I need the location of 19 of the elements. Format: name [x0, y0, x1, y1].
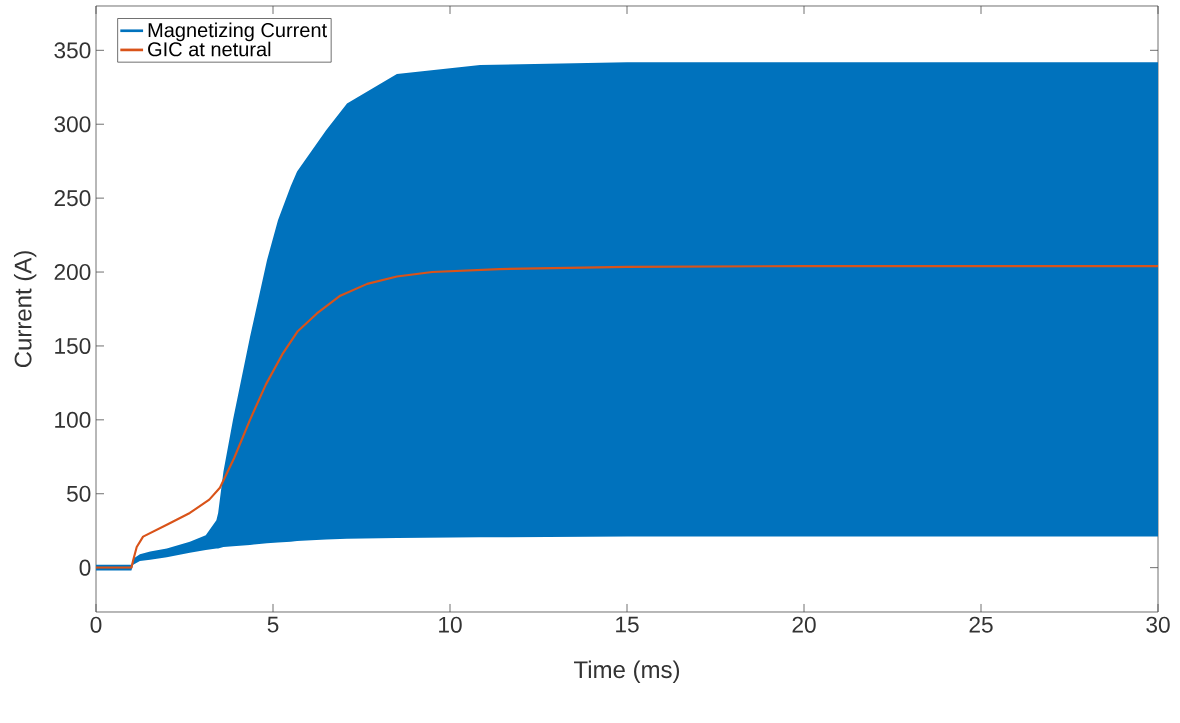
legend-label: Magnetizing Current: [148, 22, 327, 42]
y-tick-label: 50: [66, 485, 91, 502]
y-tick-label: 300: [54, 116, 91, 133]
y-tick-label: 200: [54, 264, 91, 281]
x-tick-label: 15: [616, 616, 639, 633]
x-tick-label: 30: [1146, 616, 1170, 633]
x-tick-label: 25: [969, 616, 993, 633]
y-tick-label: 350: [54, 42, 91, 59]
y-axis-title: Current (A): [13, 251, 37, 368]
x-tick-label: 5: [267, 616, 279, 633]
x-tick-label: 0: [90, 616, 102, 633]
x-tick-label: 10: [439, 616, 462, 633]
x-axis-title: Time (ms): [574, 660, 680, 683]
legend-label: GIC at netural: [148, 41, 271, 57]
y-tick-label: 250: [54, 190, 91, 207]
y-tick-label: 150: [55, 337, 91, 354]
x-tick-label: 20: [792, 616, 816, 633]
y-tick-label: 100: [55, 411, 91, 428]
y-tick-label: 0: [79, 559, 91, 576]
